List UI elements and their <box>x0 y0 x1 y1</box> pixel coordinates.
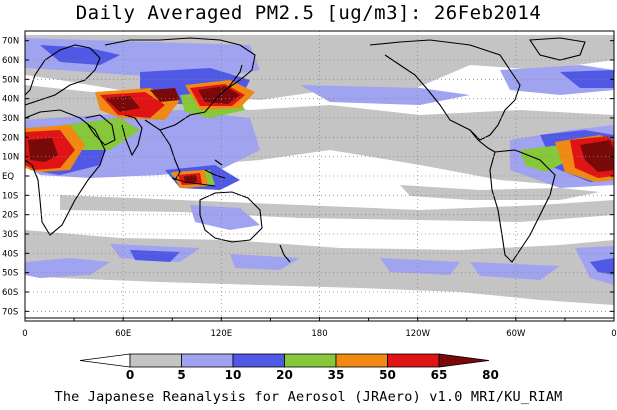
colorbar-label: 10 <box>225 368 242 382</box>
lon-label: 60E <box>115 329 131 339</box>
lat-label: 70S <box>2 307 18 317</box>
central-america-coast <box>469 129 496 153</box>
colorbar-label: 20 <box>276 368 293 382</box>
indochina-coast <box>159 129 181 181</box>
australia-coast <box>199 191 263 243</box>
lat-label: 10S <box>2 191 18 201</box>
lat-label: 50N <box>2 75 19 85</box>
japan-coast <box>227 64 243 89</box>
colorbar-label: 35 <box>328 368 345 382</box>
map-title: Daily Averaged PM2.5 [ug/m3]: 26Feb2014 <box>75 2 542 24</box>
colorbar-swatch <box>284 353 337 368</box>
indonesia-coast <box>171 159 226 187</box>
colorbar-swatch <box>129 353 182 368</box>
lat-label: 50S <box>2 269 18 279</box>
colorbar-label: 50 <box>379 368 396 382</box>
greenland-coast <box>529 37 586 61</box>
colorbar-swatch <box>335 353 388 368</box>
lat-label: 30N <box>2 114 19 124</box>
colorbar-label: 65 <box>431 368 448 382</box>
lat-label: 40N <box>2 95 19 105</box>
africa-coast <box>25 109 106 236</box>
colorbar-min-arrow <box>79 353 131 368</box>
longitude-axis: 0 60E 120E 180 120W 60W 0 <box>22 317 617 339</box>
newzealand-coast <box>279 244 291 263</box>
footer-credit: The Japanese Reanalysis for Aerosol (JRA… <box>54 389 563 405</box>
lat-label: 60S <box>2 288 18 298</box>
lon-label: 180 <box>311 329 327 339</box>
colorbar: 0 5 10 20 35 50 65 80 <box>79 353 499 382</box>
north-america-coast <box>369 39 521 141</box>
latitude-axis: 70N 60N 50N 40N 30N 20N 10N EQ 10S 20S 30S 40S 50S 60… <box>2 37 614 317</box>
lon-label: 120W <box>405 329 430 339</box>
colorbar-swatch <box>387 353 440 368</box>
lat-label: 40S <box>2 249 18 259</box>
asia-coast <box>104 37 256 131</box>
south-america-coast <box>489 149 556 263</box>
colorbar-max-arrow <box>438 353 490 368</box>
india-coast <box>121 114 143 157</box>
colorbar-swatch <box>232 353 285 368</box>
europe-coast <box>25 44 101 106</box>
lat-label: 20S <box>2 211 18 221</box>
lat-label: 10N <box>2 153 19 163</box>
lon-label: 0 <box>22 329 27 339</box>
lon-label: 60W <box>506 329 526 339</box>
lat-label: 20N <box>2 133 19 143</box>
colorbar-label: 80 <box>482 368 499 382</box>
lat-label: EQ <box>2 172 14 182</box>
lat-label: 30S <box>2 230 18 240</box>
graticule <box>25 31 614 321</box>
colorbar-label: 5 <box>177 368 185 382</box>
lon-label: 120E <box>211 329 233 339</box>
colorbar-label: 0 <box>126 368 134 382</box>
arabia-coast <box>84 114 116 146</box>
lat-label: 60N <box>2 56 19 66</box>
lat-label: 70N <box>2 37 19 47</box>
lon-label: 0 <box>611 329 616 339</box>
colorbar-swatch <box>181 353 234 368</box>
